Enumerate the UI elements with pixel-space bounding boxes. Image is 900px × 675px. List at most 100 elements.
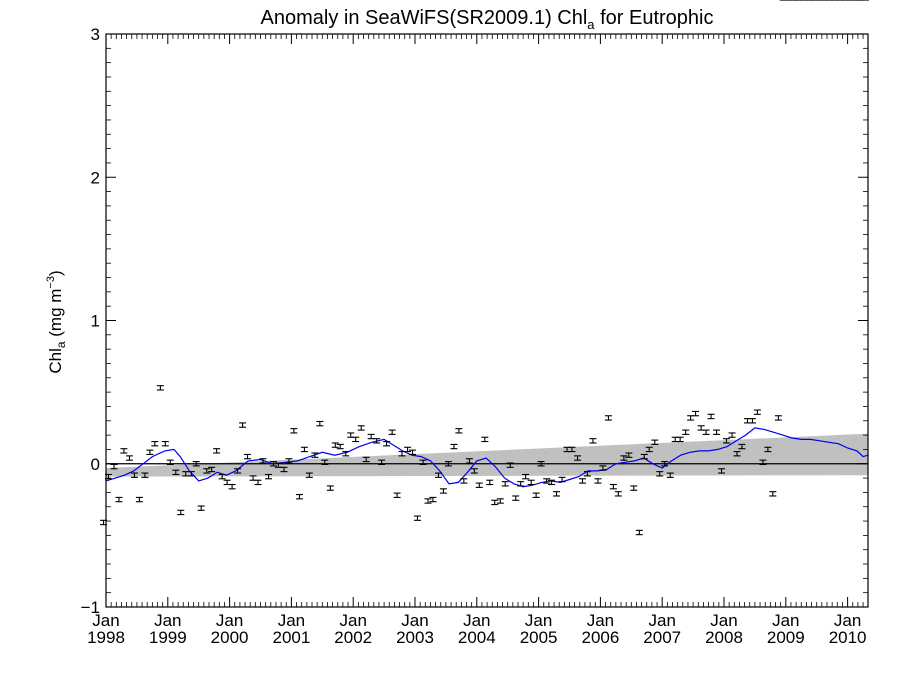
anomaly-point	[506, 462, 514, 468]
anomaly-point	[738, 443, 746, 450]
anomaly-point	[444, 461, 452, 467]
anomaly-point	[486, 479, 494, 486]
anomaly-point	[753, 409, 761, 415]
x-tick-year-label: 2007	[643, 628, 681, 647]
anomaly-point	[604, 415, 612, 421]
anomaly-point	[336, 443, 344, 450]
anomaly-point	[203, 468, 211, 474]
anomaly-point	[321, 459, 329, 466]
anomaly-point	[558, 476, 566, 483]
anomaly-point	[342, 451, 350, 457]
x-tick-month-label: Jan	[587, 611, 614, 630]
anomaly-point	[620, 455, 628, 461]
anomaly-point	[543, 478, 551, 484]
anomaly-point	[527, 479, 535, 486]
anomaly-point	[331, 442, 339, 448]
x-tick-month-label: Jan	[525, 611, 552, 630]
anomaly-point	[239, 422, 247, 428]
y-axis-label-suffix: )	[46, 270, 65, 276]
x-tick-year-label: 2006	[581, 628, 619, 647]
anomaly-point	[362, 456, 370, 463]
chart-title: Anomaly in SeaWiFS(SR2009.1) Chla for Eu…	[261, 7, 714, 32]
chart-title-subscript: a	[587, 17, 595, 32]
x-tick-year-label: 2001	[272, 628, 310, 647]
anomaly-point	[383, 440, 391, 447]
y-axis-label-middle: (mg m	[46, 289, 65, 342]
anomaly-point	[290, 428, 298, 434]
anomaly-point	[702, 429, 710, 435]
trend-band-layer	[106, 433, 868, 477]
anomaly-point	[661, 461, 669, 467]
anomaly-point	[192, 461, 200, 467]
anomaly-point	[583, 471, 591, 477]
anomaly-point	[378, 459, 386, 466]
anomaly-point	[141, 472, 149, 478]
anomaly-point	[630, 485, 638, 491]
y-tick-label: 1	[91, 312, 100, 331]
trend-band	[106, 433, 868, 477]
x-axis: Jan1998Jan1999Jan2000Jan2001Jan2002Jan20…	[87, 34, 867, 647]
chart-title-prefix: Anomaly in SeaWiFS(SR2009.1) Chl	[261, 7, 588, 29]
anomaly-point	[300, 446, 308, 453]
anomaly-point	[645, 446, 653, 453]
anomaly-point	[305, 472, 313, 478]
anomaly-point	[135, 496, 143, 503]
anomaly-point	[228, 483, 236, 490]
anomaly-point	[722, 438, 730, 444]
y-axis-label-prefix: Chl	[46, 348, 65, 374]
x-tick-year-label: 2004	[458, 628, 496, 647]
y-axis-label-superscript: −3	[45, 276, 57, 289]
anomaly-point	[759, 459, 767, 466]
anomaly-point	[501, 481, 509, 487]
anomaly-point	[409, 449, 417, 455]
anomaly-point	[234, 468, 242, 474]
anomaly-point	[578, 478, 586, 484]
anomaly-point	[450, 443, 458, 450]
x-tick-month-label: Jan	[216, 611, 243, 630]
anomaly-point	[218, 473, 226, 480]
anomaly-point	[589, 438, 597, 444]
anomaly-point	[295, 493, 303, 500]
anomaly-point	[774, 415, 782, 421]
anomaly-point	[197, 505, 205, 511]
x-tick-month-label: Jan	[278, 611, 305, 630]
anomaly-point	[404, 446, 412, 453]
y-axis-label: Chla (mg m−3)	[45, 270, 68, 373]
anomaly-point	[666, 472, 674, 478]
anomaly-point	[728, 432, 736, 438]
anomaly-point	[651, 439, 659, 445]
anomaly-point	[537, 461, 545, 467]
anomaly-point	[259, 458, 267, 464]
anomaly-point	[156, 385, 164, 391]
anomaly-point	[208, 466, 216, 473]
anomaly-point	[244, 453, 252, 460]
anomaly-point	[682, 429, 690, 435]
anomaly-point	[269, 461, 277, 467]
anomaly-point	[419, 459, 427, 466]
anomaly-point	[388, 429, 396, 435]
running-mean-line	[105, 427, 869, 488]
anomaly-point	[125, 455, 133, 461]
anomaly-point	[254, 479, 262, 486]
anomaly-point	[594, 478, 602, 484]
anomaly-point	[151, 440, 159, 447]
x-tick-month-label: Jan	[772, 611, 799, 630]
y-tick-label: 0	[91, 455, 100, 474]
x-tick-month-label: Jan	[154, 611, 181, 630]
x-tick-month-label: Jan	[401, 611, 428, 630]
anomaly-point	[640, 453, 648, 460]
x-tick-month-label: Jan	[92, 611, 119, 630]
y-axis-label-subscript: a	[54, 341, 68, 348]
anomaly-point	[512, 495, 520, 501]
anomaly-point	[764, 446, 772, 453]
x-tick-year-label: 2005	[520, 628, 558, 647]
anomaly-point	[177, 509, 185, 516]
anomaly-point	[373, 438, 381, 444]
x-tick-month-label: Jan	[463, 611, 490, 630]
anomaly-point	[326, 485, 334, 491]
anomaly-point	[352, 436, 360, 443]
anomaly-point	[609, 483, 617, 490]
x-tick-year-label: 2010	[829, 628, 867, 647]
anomaly-point	[213, 448, 221, 454]
